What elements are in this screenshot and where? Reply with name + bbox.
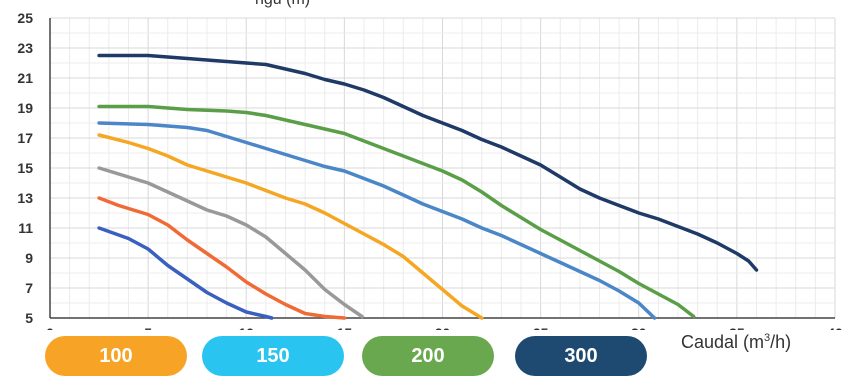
legend-label: 100: [99, 344, 133, 367]
y-tick-label: 25: [17, 10, 33, 26]
x-tick-label: 35: [729, 325, 745, 330]
legend-item-100: 100: [45, 336, 187, 376]
x-tick-label: 20: [435, 325, 451, 330]
x-tick-label: 0: [46, 325, 54, 330]
series-line-4: [97, 121, 657, 320]
series-line-6: [97, 53, 759, 272]
y-tick-label: 7: [25, 280, 33, 296]
x-tick-label: 30: [631, 325, 647, 330]
y-tick-label: 5: [25, 310, 33, 326]
series-line-5: [97, 104, 696, 319]
legend-label: 300: [564, 344, 598, 367]
legend-label: 150: [256, 344, 290, 367]
legend-label: 200: [411, 344, 445, 367]
series-line-3: [97, 133, 484, 320]
y-tick-label: 11: [18, 220, 33, 236]
y-tick-label: 15: [17, 160, 33, 176]
y-tick-label: 19: [17, 100, 33, 116]
x-tick-label: 25: [533, 325, 549, 330]
y-axis-title-fragment: ngu (m): [255, 0, 310, 8]
legend-item-300: 300: [515, 336, 647, 376]
y-tick-label: 23: [17, 40, 33, 56]
x-tick-label: 15: [337, 325, 353, 330]
x-tick-label: 5: [144, 325, 152, 330]
y-tick-label: 13: [17, 190, 33, 206]
series-line-2: [97, 166, 364, 319]
y-tick-label: 9: [25, 250, 33, 266]
legend: 100 150 200 300: [0, 334, 852, 390]
y-tick-label: 21: [17, 70, 33, 86]
pump-curve-chart: 0 5 10 15 20 25 30 35 40 5 7 9 11 13 15 17 19 21 23 25 ngu …: [17, 0, 843, 330]
series-line-1: [97, 196, 347, 320]
x-tick-label: 40: [827, 325, 843, 330]
series-line-0: [97, 226, 274, 320]
axes: [49, 18, 835, 319]
tick-labels: 0 5 10 15 20 25 30 35 40 5 7 9 11 13 15 17 19 21 23 25: [17, 10, 843, 330]
grid: [49, 17, 836, 319]
legend-item-200: 200: [362, 336, 494, 376]
x-tick-label: 10: [238, 325, 254, 330]
legend-item-150: 150: [202, 336, 344, 376]
x-axis-title: Caudal (m3/h): [681, 332, 792, 352]
series-lines: [97, 53, 759, 320]
y-tick-label: 17: [17, 130, 33, 146]
